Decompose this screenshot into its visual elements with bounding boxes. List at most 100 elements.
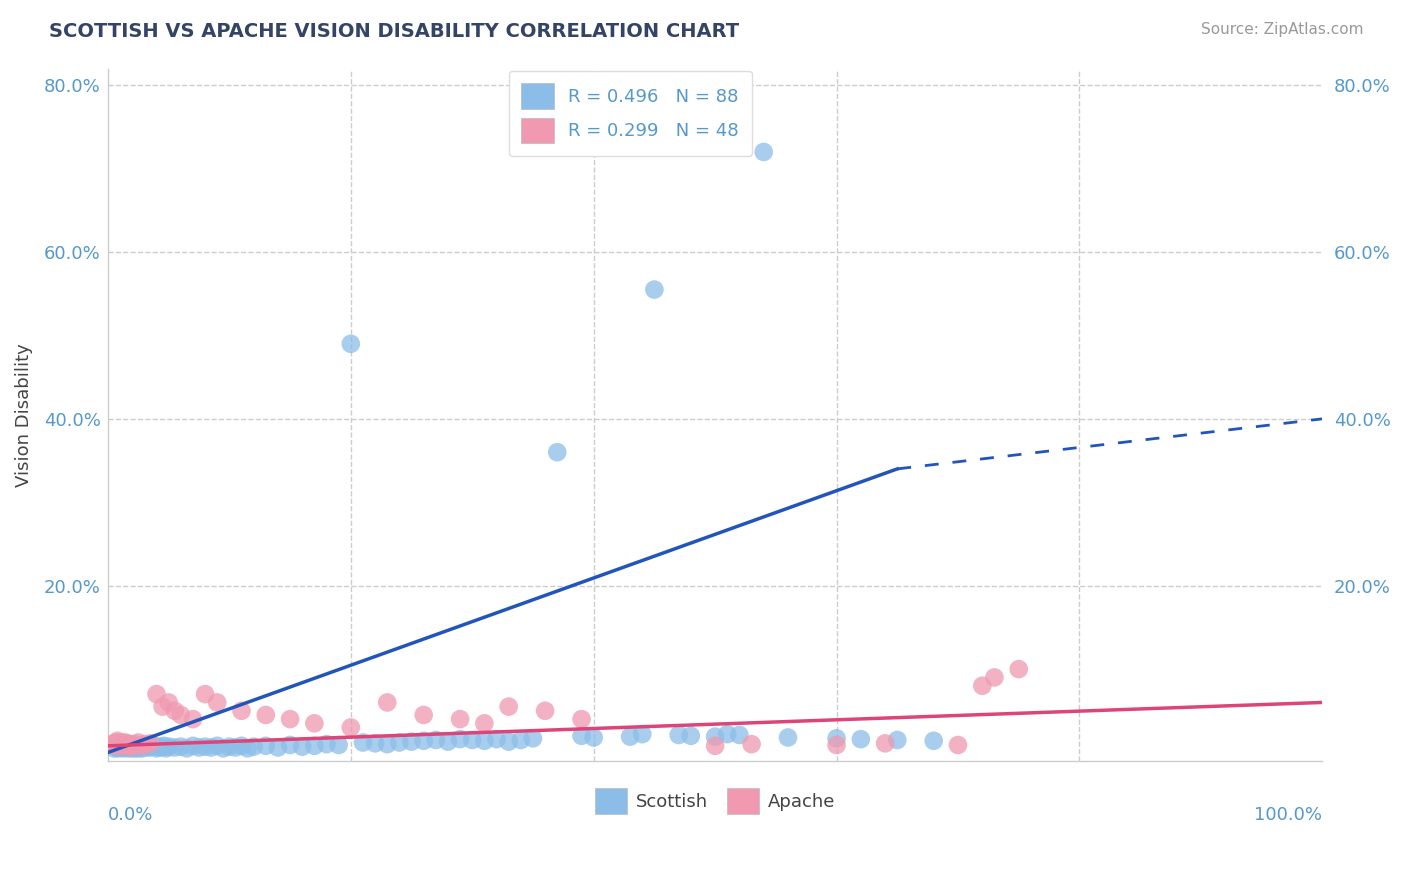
Point bbox=[124, 741, 146, 756]
Point bbox=[571, 729, 593, 743]
Point bbox=[117, 740, 139, 755]
Point bbox=[498, 699, 520, 714]
Point bbox=[375, 737, 398, 751]
Point bbox=[141, 739, 163, 754]
Point bbox=[115, 739, 138, 753]
Point bbox=[716, 727, 738, 741]
Point bbox=[304, 716, 326, 731]
Point bbox=[522, 731, 544, 746]
Point bbox=[825, 738, 848, 752]
Point bbox=[115, 738, 138, 752]
Point bbox=[388, 735, 411, 749]
Point bbox=[181, 712, 204, 726]
Point bbox=[509, 733, 531, 747]
Point bbox=[121, 738, 143, 752]
Point bbox=[105, 740, 128, 755]
Point bbox=[534, 704, 557, 718]
Point bbox=[425, 733, 447, 747]
Point bbox=[752, 145, 775, 159]
Point bbox=[741, 737, 763, 751]
Point bbox=[254, 739, 277, 753]
Point bbox=[170, 739, 193, 754]
Point bbox=[224, 740, 246, 755]
Point bbox=[127, 735, 149, 749]
Point bbox=[121, 740, 143, 755]
Point bbox=[231, 704, 253, 718]
Point bbox=[135, 739, 157, 754]
Point bbox=[152, 699, 174, 714]
Point bbox=[157, 739, 180, 754]
Point bbox=[163, 740, 186, 755]
Point bbox=[117, 736, 139, 750]
Point bbox=[122, 739, 145, 754]
Point bbox=[117, 739, 139, 753]
Point bbox=[107, 734, 129, 748]
Point bbox=[304, 739, 326, 753]
Point bbox=[236, 741, 259, 756]
Point bbox=[120, 741, 142, 756]
Point bbox=[728, 728, 751, 742]
Point bbox=[107, 741, 129, 756]
Point bbox=[946, 738, 969, 752]
Point bbox=[375, 695, 398, 709]
Point bbox=[340, 336, 363, 351]
Point bbox=[571, 712, 593, 726]
Point bbox=[352, 735, 374, 749]
Point bbox=[498, 734, 520, 748]
Point bbox=[118, 739, 141, 754]
Point bbox=[485, 732, 508, 747]
Point bbox=[364, 736, 387, 750]
Point bbox=[110, 739, 132, 753]
Point bbox=[631, 727, 654, 741]
Point bbox=[131, 741, 153, 756]
Point bbox=[143, 739, 166, 753]
Point bbox=[704, 739, 727, 753]
Point bbox=[474, 734, 496, 748]
Point bbox=[212, 741, 235, 756]
Point bbox=[108, 737, 131, 751]
Point bbox=[668, 728, 690, 742]
Point bbox=[340, 721, 363, 735]
Point bbox=[849, 732, 872, 747]
Point bbox=[129, 739, 152, 754]
Point bbox=[278, 738, 301, 752]
Point bbox=[128, 740, 150, 755]
Point bbox=[112, 739, 135, 754]
Point bbox=[205, 695, 228, 709]
Point bbox=[138, 740, 160, 755]
Point bbox=[704, 730, 727, 744]
Point bbox=[200, 740, 222, 755]
Point bbox=[267, 740, 290, 755]
Point bbox=[134, 740, 156, 755]
Point bbox=[163, 704, 186, 718]
Point bbox=[108, 739, 131, 754]
Point bbox=[101, 737, 124, 751]
Point bbox=[922, 734, 945, 748]
Point bbox=[103, 741, 125, 756]
Point bbox=[124, 737, 146, 751]
Point bbox=[148, 739, 170, 754]
Point bbox=[242, 739, 264, 754]
Point bbox=[105, 739, 128, 753]
Point bbox=[131, 739, 153, 753]
Point bbox=[776, 731, 799, 745]
Point bbox=[111, 741, 134, 756]
Point bbox=[582, 731, 605, 745]
Point bbox=[231, 739, 253, 753]
Point bbox=[449, 732, 471, 747]
Point bbox=[205, 739, 228, 753]
Point bbox=[983, 670, 1005, 684]
Point bbox=[117, 741, 139, 756]
Point bbox=[170, 708, 193, 723]
Point bbox=[125, 740, 148, 755]
Point bbox=[108, 740, 131, 755]
Point bbox=[145, 741, 167, 756]
Point bbox=[474, 716, 496, 731]
Point bbox=[150, 740, 173, 755]
Text: SCOTTISH VS APACHE VISION DISABILITY CORRELATION CHART: SCOTTISH VS APACHE VISION DISABILITY COR… bbox=[49, 22, 740, 41]
Point bbox=[111, 739, 134, 753]
Text: 100.0%: 100.0% bbox=[1254, 805, 1322, 824]
Point bbox=[412, 734, 434, 748]
Point bbox=[157, 695, 180, 709]
Point bbox=[875, 736, 897, 750]
